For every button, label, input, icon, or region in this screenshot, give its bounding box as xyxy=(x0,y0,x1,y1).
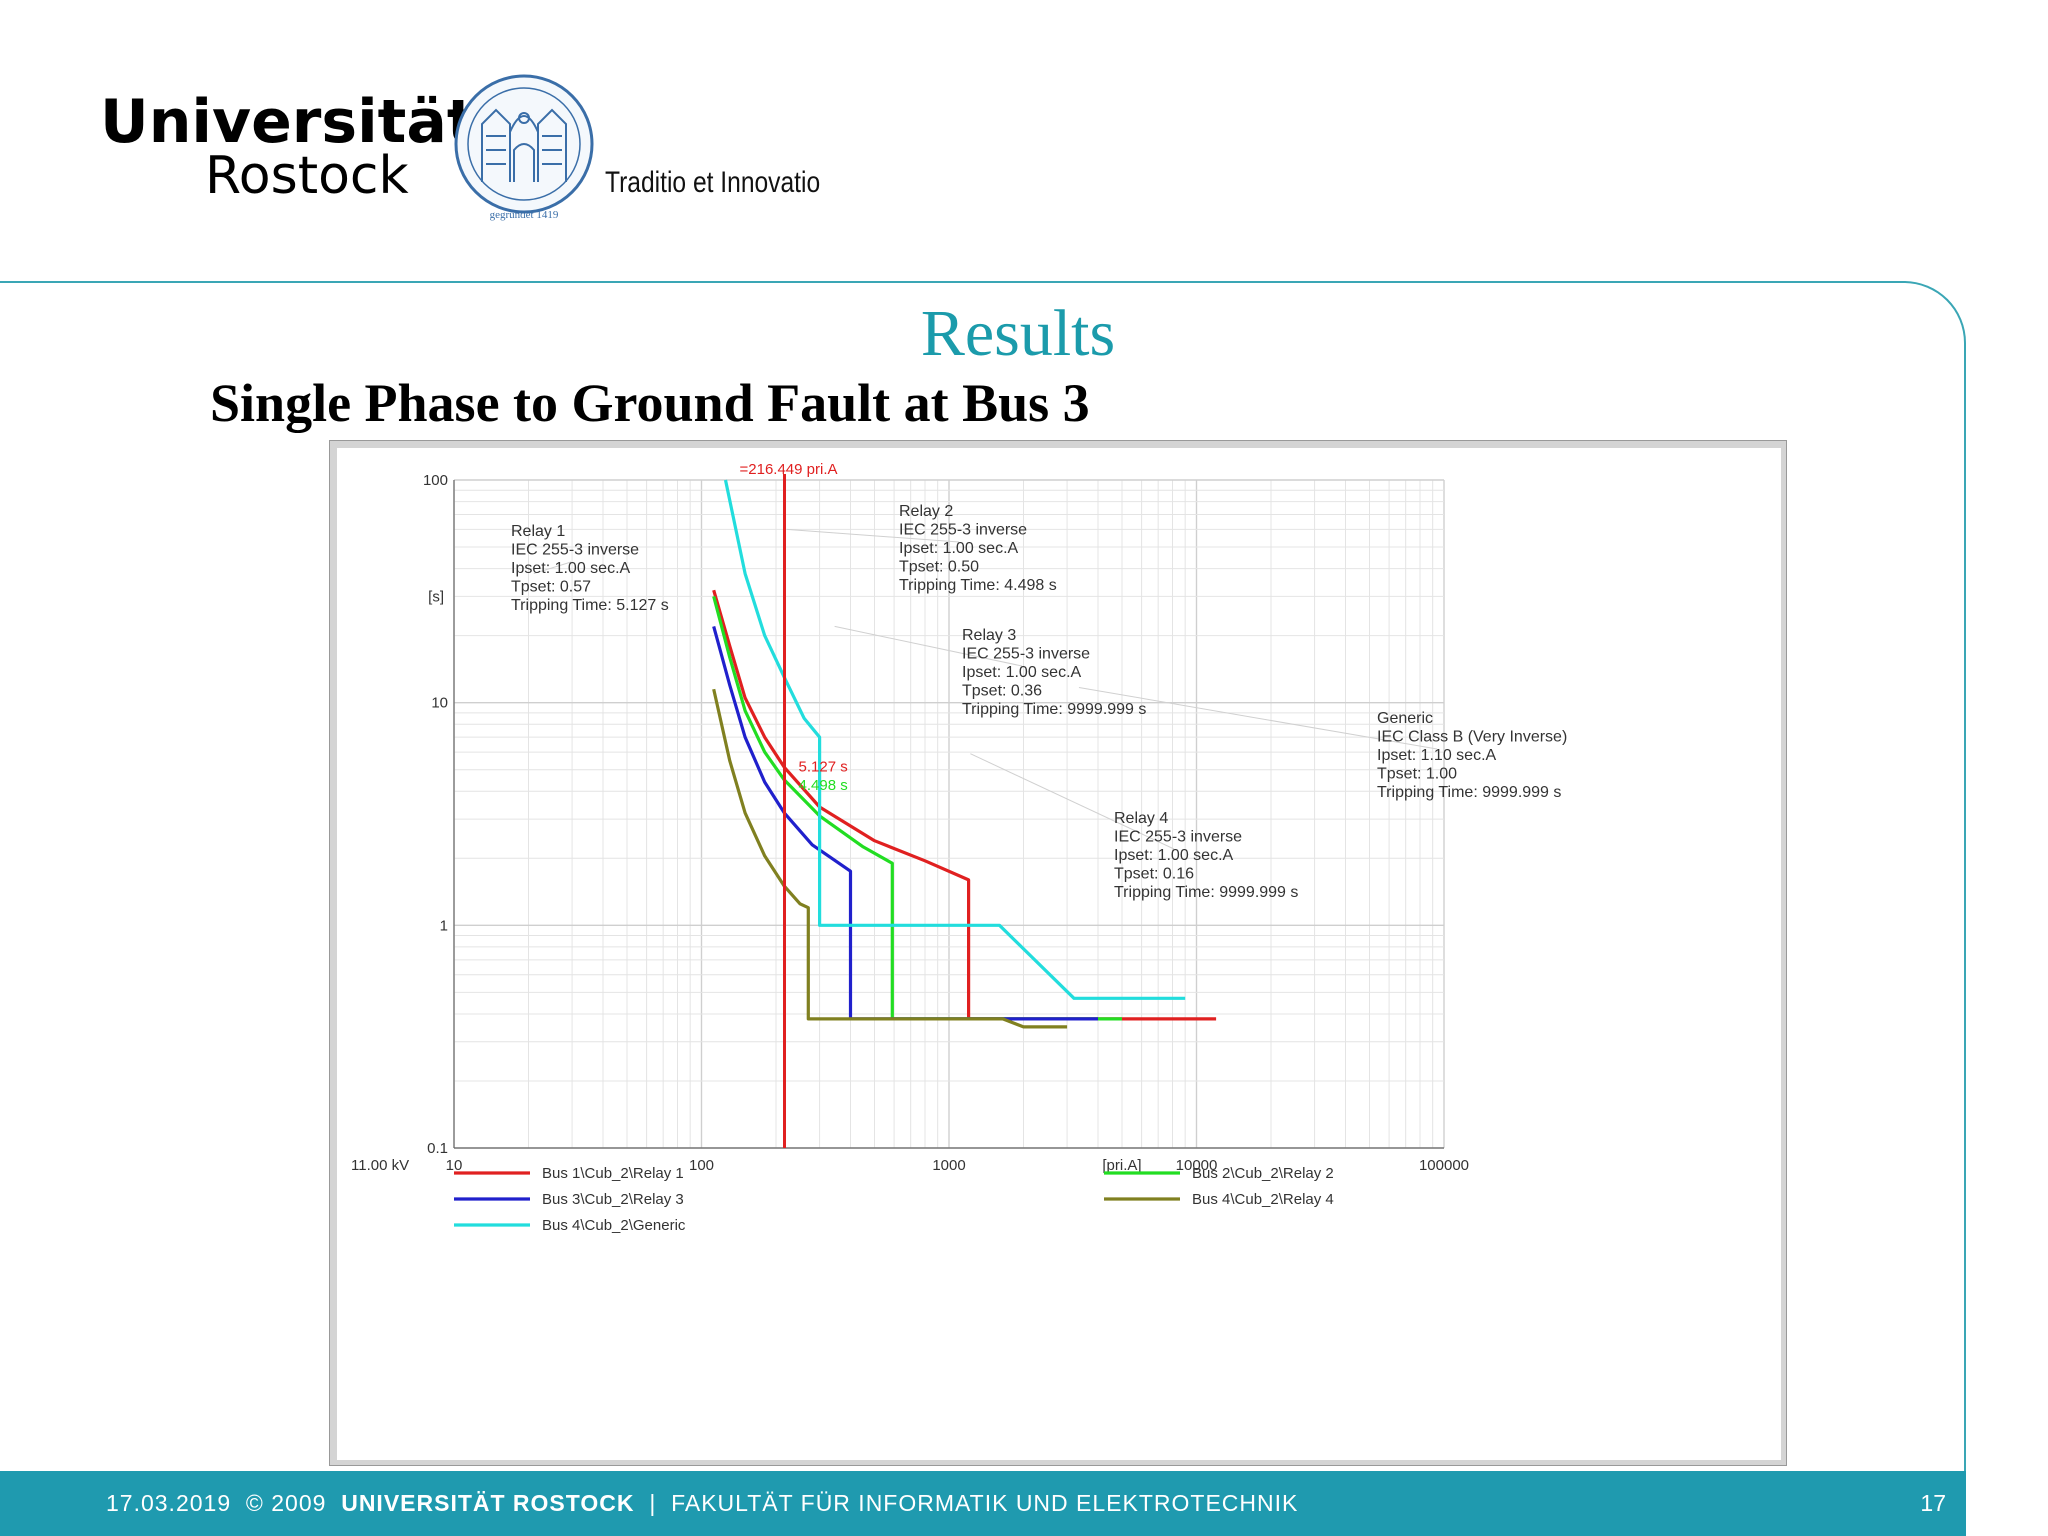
annotation-text: Tripping Time: 4.498 s xyxy=(899,577,1057,594)
annotation-text: Generic xyxy=(1377,710,1433,727)
annotation-text: Tpset: 0.16 xyxy=(1114,866,1194,883)
x-tick-label: 10 xyxy=(446,1157,463,1174)
footer-bar: 17.03.2019 © 2009 UNIVERSITÄT ROSTOCK | … xyxy=(0,1471,1966,1536)
footer-faculty: FAKULTÄT FÜR INFORMATIK UND ELEKTROTECHN… xyxy=(671,1490,1299,1516)
x-tick-label: 100000 xyxy=(1419,1157,1469,1174)
seal-text: gegründet 1419 xyxy=(490,209,559,221)
annotation-text: IEC 255-3 inverse xyxy=(962,646,1090,663)
x-tick-label: 1000 xyxy=(932,1157,965,1174)
annotation-text: Relay 3 xyxy=(962,627,1016,644)
annotation-text: Tpset: 0.36 xyxy=(962,683,1042,700)
series-line xyxy=(712,595,1122,1021)
tripping-time-label: 4.498 s xyxy=(799,777,848,794)
y-tick-label: 10 xyxy=(431,695,448,712)
annotation-text: Relay 4 xyxy=(1114,810,1168,827)
annotation-text: Ipset: 1.10 sec.A xyxy=(1377,747,1497,764)
y-axis-unit: [s] xyxy=(428,588,444,605)
chart-container: 10 100 1000 10000 100000 100 10 1 0.1 [s] [pri.A] 1… xyxy=(329,440,1787,1466)
legend-label: Bus 3\Cub_2\Relay 3 xyxy=(542,1191,684,1208)
series-line xyxy=(723,479,1186,1000)
content-frame xyxy=(0,281,1966,1471)
footer-university: UNIVERSITÄT ROSTOCK xyxy=(341,1490,635,1516)
slide-title: Results xyxy=(920,297,1116,370)
annotation-text: IEC 255-3 inverse xyxy=(899,522,1027,539)
university-motto: Traditio et Innovatio xyxy=(605,166,821,199)
annotation-text: Tpset: 0.57 xyxy=(511,579,591,596)
legend-label: Bus 4\Cub_2\Generic xyxy=(542,1217,686,1234)
annotation-leader xyxy=(786,528,960,543)
voltage-label: 11.00 kV xyxy=(351,1157,409,1174)
annotation-text: Tripping Time: 9999.999 s xyxy=(962,701,1146,718)
legend-label: Bus 2\Cub_2\Relay 2 xyxy=(1192,1165,1334,1182)
legend-label: Bus 1\Cub_2\Relay 1 xyxy=(542,1165,684,1182)
annotation-text: Tpset: 0.50 xyxy=(899,559,979,576)
footer-date: 17.03.2019 xyxy=(106,1490,232,1516)
annotation-text: Tripping Time: 9999.999 s xyxy=(1377,784,1561,801)
annotation-leader xyxy=(1078,686,1438,750)
legend-label: Bus 4\Cub_2\Relay 4 xyxy=(1192,1191,1334,1208)
annotation-text: Tripping Time: 9999.999 s xyxy=(1114,884,1298,901)
x-tick-label: 100 xyxy=(689,1157,714,1174)
x-axis-unit: [pri.A] xyxy=(1102,1157,1141,1174)
footer-copyright: © 2009 xyxy=(245,1490,327,1516)
x-tick-label: 10000 xyxy=(1176,1157,1218,1174)
page-number: 17 xyxy=(1920,1490,1946,1516)
fault-current-label: =216.449 pri.A xyxy=(740,461,838,478)
annotation-text: Relay 1 xyxy=(511,523,565,540)
annotation-text: Tpset: 1.00 xyxy=(1377,766,1457,783)
annotation-text: IEC Class B (Very Inverse) xyxy=(1377,729,1567,746)
university-name: Universität xyxy=(100,87,476,157)
slide-subtitle: Single Phase to Ground Fault at Bus 3 xyxy=(210,373,1090,433)
series-line xyxy=(712,688,1068,1029)
annotation-text: Tripping Time: 5.127 s xyxy=(511,597,669,614)
annotation-text: IEC 255-3 inverse xyxy=(1114,829,1242,846)
university-city: Rostock xyxy=(205,146,409,206)
annotation-leader xyxy=(834,625,1023,667)
university-seal-logo: gegründet 1419 xyxy=(454,74,594,221)
tripping-time-label: 5.127 s xyxy=(799,758,848,775)
annotation-text: Ipset: 1.00 sec.A xyxy=(962,664,1082,681)
annotation-text: IEC 255-3 inverse xyxy=(511,542,639,559)
y-tick-label: 100 xyxy=(423,472,448,489)
footer-separator: | xyxy=(649,1490,657,1516)
annotation-text: Ipset: 1.00 sec.A xyxy=(899,540,1019,557)
annotation-text: Ipset: 1.00 sec.A xyxy=(511,560,631,577)
time-current-chart: 10 100 1000 10000 100000 100 10 1 0.1 [s] [pri.A] 1… xyxy=(337,448,1781,1460)
annotation-text: Relay 2 xyxy=(899,503,953,520)
annotation-text: Ipset: 1.00 sec.A xyxy=(1114,847,1234,864)
y-tick-label: 1 xyxy=(440,917,448,934)
footer-text: 17.03.2019 © 2009 UNIVERSITÄT ROSTOCK | … xyxy=(106,1490,1298,1517)
annotation-leader xyxy=(970,753,1175,850)
slide-header: Universität Rostock gegründet 1419 Tradi… xyxy=(0,0,2048,260)
y-tick-label: 0.1 xyxy=(427,1140,448,1157)
annotation-leader xyxy=(533,561,572,575)
